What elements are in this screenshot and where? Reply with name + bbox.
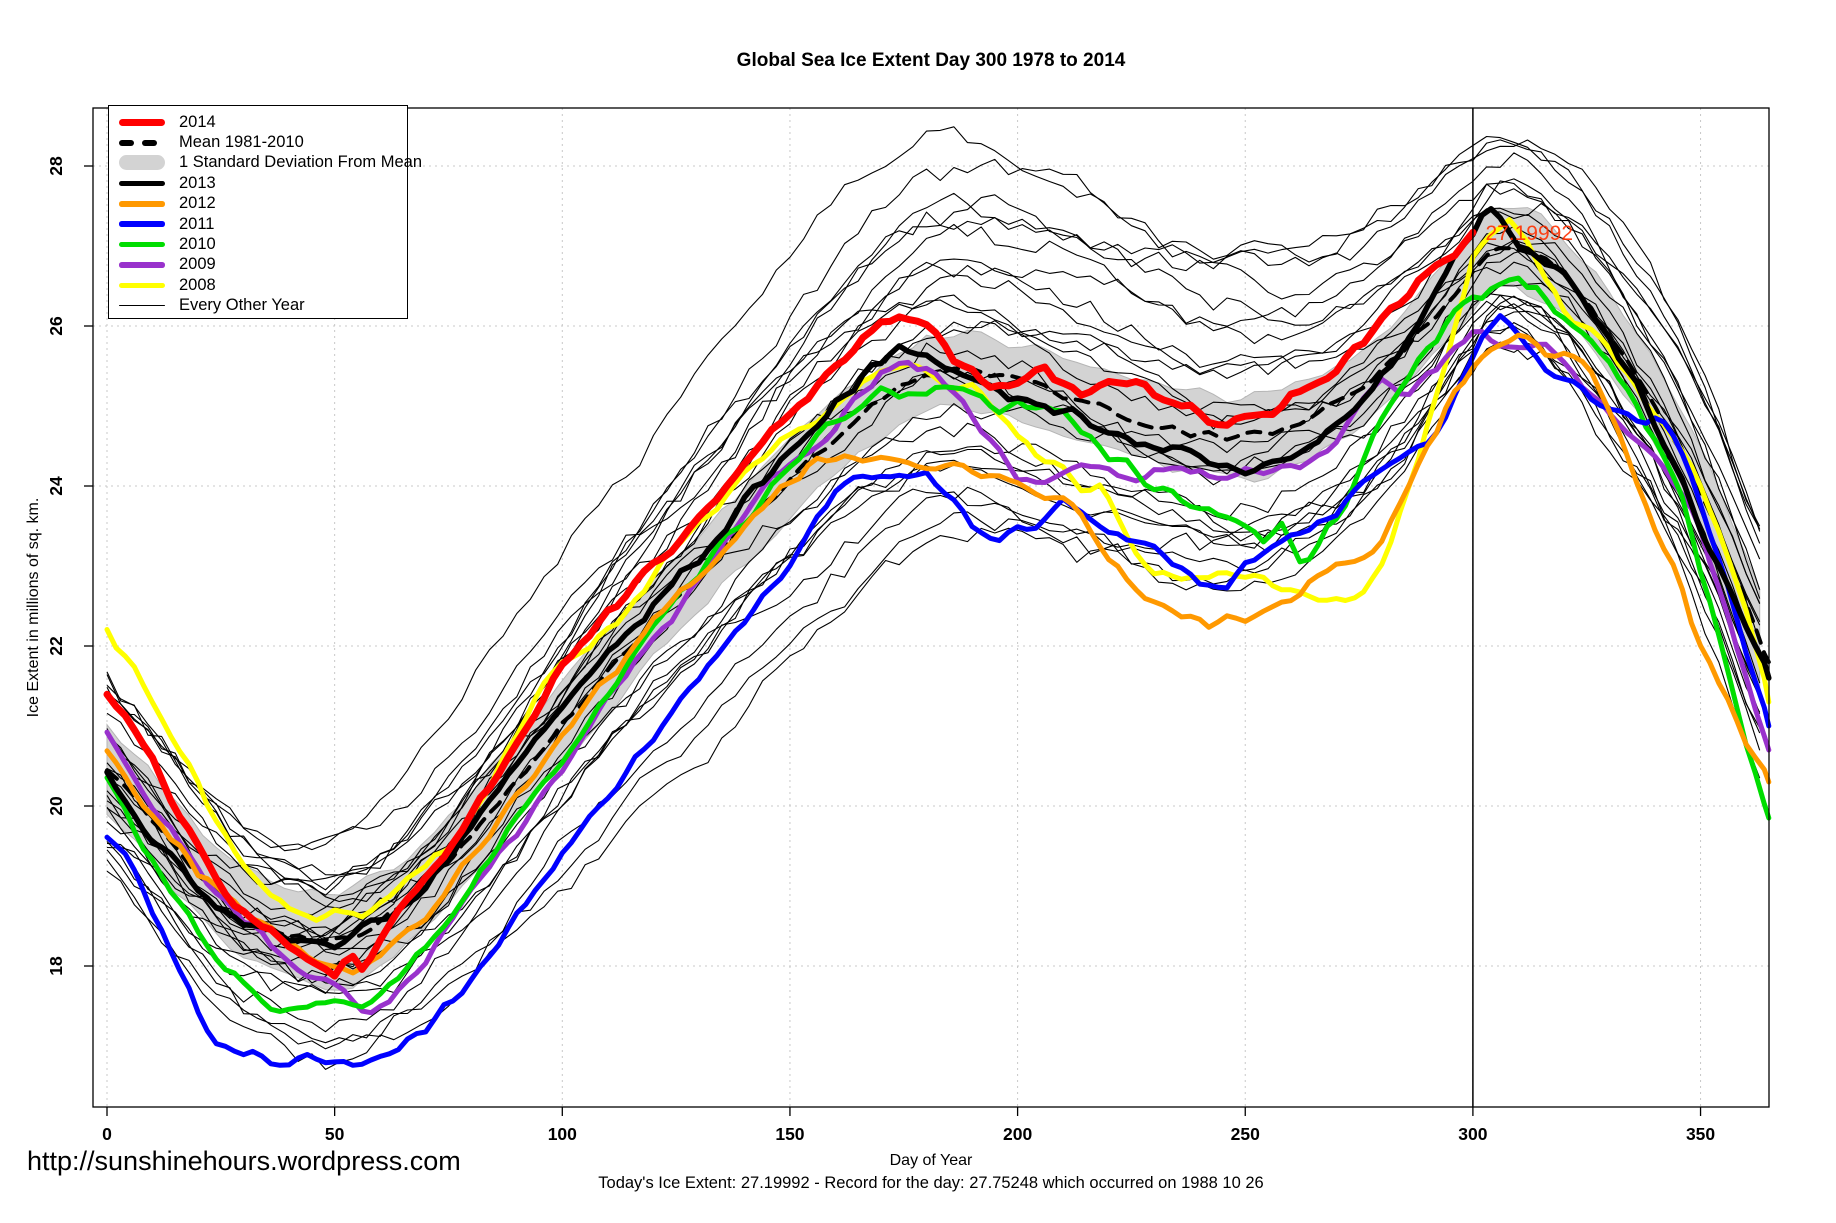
legend-swatch-icon bbox=[119, 180, 165, 187]
y-tick-label: 20 bbox=[46, 796, 66, 816]
legend-box: 2014 Mean 1981-2010 1 Standard Deviation F… bbox=[108, 105, 422, 319]
series-line-2014 bbox=[103, 228, 1477, 980]
ensemble-line bbox=[106, 180, 1761, 943]
legend-swatch-icon bbox=[119, 262, 165, 268]
legend-item-2011: 2011 bbox=[119, 214, 407, 234]
chart-title: Global Sea Ice Extent Day 300 1978 to 20… bbox=[736, 50, 1126, 71]
y-axis-title: Ice Extent in millions of sq. km. bbox=[25, 498, 42, 718]
x-tick-label: 0 bbox=[102, 1124, 112, 1144]
ensemble-line bbox=[106, 178, 1761, 851]
legend-label: 1 Standard Deviation From Mean bbox=[179, 153, 423, 172]
legend-item-2009: 2009 bbox=[119, 255, 407, 275]
legend-label: 2011 bbox=[179, 214, 215, 233]
series-line-2011 bbox=[104, 313, 1772, 1068]
legend-swatch-icon bbox=[119, 139, 165, 146]
legend-item-1-standard-deviation-from-mean: 1 Standard Deviation From Mean bbox=[119, 153, 422, 173]
x-tick-label: 350 bbox=[1686, 1124, 1715, 1144]
series-line-2013 bbox=[104, 206, 1772, 951]
legend-swatch-icon bbox=[119, 305, 165, 307]
ensemble-line bbox=[106, 152, 1761, 949]
legend-item-2014: 2014 bbox=[119, 112, 407, 132]
y-tick-label: 28 bbox=[46, 156, 66, 176]
x-tick-label: 50 bbox=[325, 1124, 345, 1144]
legend-label: 2010 bbox=[179, 235, 216, 254]
legend-swatch-icon bbox=[119, 155, 165, 171]
ensemble-line bbox=[106, 294, 1761, 1050]
legend-label: 2008 bbox=[179, 275, 216, 294]
y-tick-label: 24 bbox=[46, 476, 66, 496]
legend-item-2013: 2013 bbox=[119, 173, 407, 193]
ensemble-line bbox=[106, 139, 1761, 876]
todays-extent-annotation: 27.19992 bbox=[1485, 222, 1573, 245]
legend-item-every-other-year: Every Other Year bbox=[119, 296, 407, 316]
axes: 0 50 100 150 200 250 300 350 18 20 22 24 26 28 bbox=[46, 156, 1715, 1144]
series-line-2009 bbox=[104, 329, 1772, 1016]
legend-label: 2012 bbox=[179, 194, 216, 213]
plot-border bbox=[92, 107, 1770, 1108]
legend-label: Mean 1981-2010 bbox=[179, 133, 304, 152]
ensemble-line bbox=[106, 126, 1761, 852]
legend-item-mean-1981-2010: Mean 1981-2010 bbox=[119, 132, 407, 152]
legend-swatch-icon bbox=[119, 282, 165, 289]
series-line-2008 bbox=[104, 217, 1772, 923]
legend-item-2010: 2010 bbox=[119, 234, 407, 254]
legend-label: Every Other Year bbox=[179, 296, 305, 315]
x-tick-label: 300 bbox=[1458, 1124, 1487, 1144]
legend-swatch-icon bbox=[119, 241, 165, 248]
x-tick-label: 200 bbox=[1003, 1124, 1032, 1144]
series-line-2010 bbox=[104, 275, 1772, 1014]
y-tick-label: 18 bbox=[46, 956, 66, 976]
ensemble-line bbox=[106, 139, 1761, 881]
watermark-url: http://sunshinehours.wordpress.com bbox=[27, 1146, 461, 1176]
series-line-2012 bbox=[104, 332, 1772, 976]
x-tick-label: 250 bbox=[1231, 1124, 1260, 1144]
legend-swatch-icon bbox=[119, 221, 165, 227]
y-tick-label: 26 bbox=[46, 316, 66, 336]
legend-swatch-icon bbox=[119, 118, 165, 126]
ensemble-line bbox=[106, 135, 1761, 891]
legend-item-2008: 2008 bbox=[119, 275, 407, 295]
legend-label: 2014 bbox=[179, 112, 216, 131]
x-tick-label: 100 bbox=[548, 1124, 577, 1144]
x-tick-label: 150 bbox=[775, 1124, 804, 1144]
status-line: Today's Ice Extent: 27.19992 - Record fo… bbox=[598, 1174, 1264, 1192]
legend-label: 2013 bbox=[179, 173, 216, 192]
legend-item-2012: 2012 bbox=[119, 194, 407, 214]
x-axis-title: Day of Year bbox=[889, 1152, 973, 1169]
legend-swatch-icon bbox=[119, 201, 165, 207]
y-tick-label: 22 bbox=[46, 636, 66, 656]
legend-label: 2009 bbox=[179, 255, 216, 274]
